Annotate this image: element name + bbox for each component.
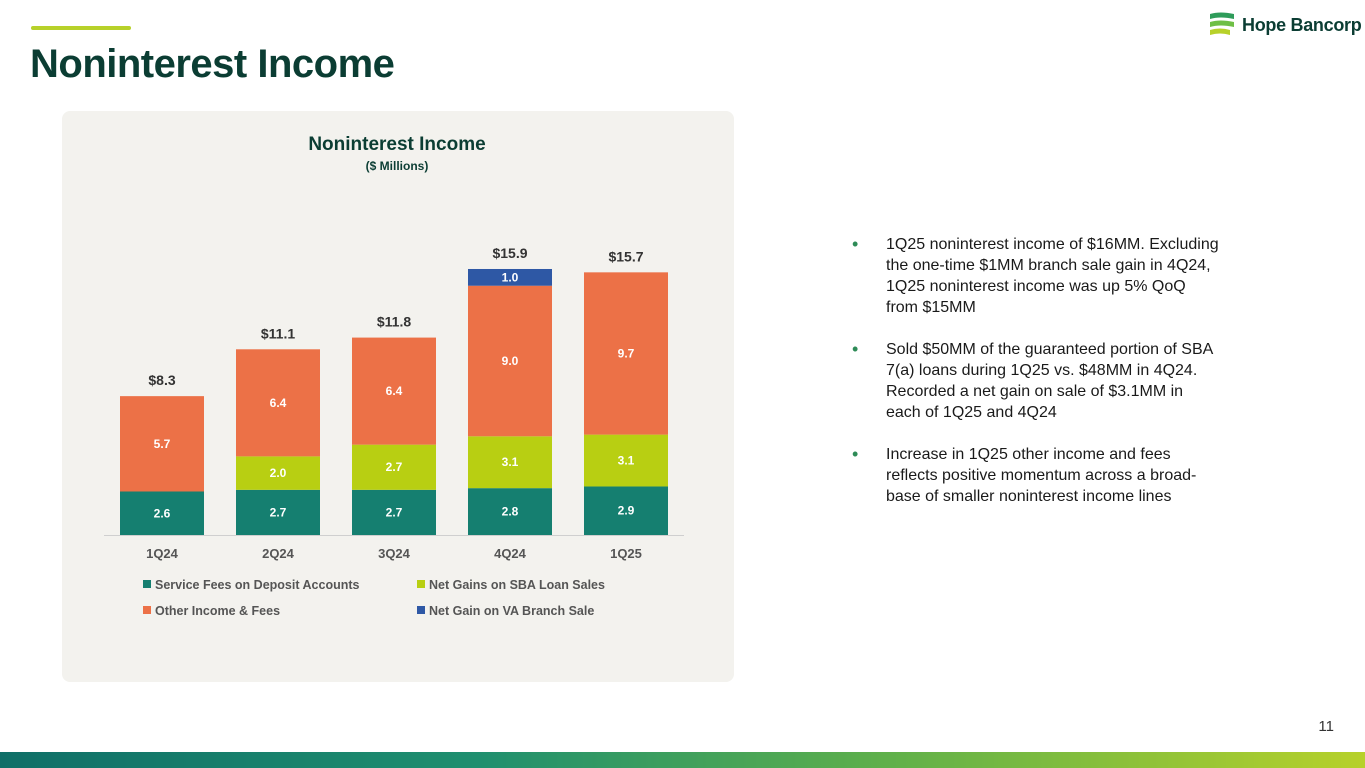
bar-data-label: 1.0 <box>502 270 519 284</box>
legend-label: Other Income & Fees <box>155 604 280 618</box>
legend-swatch <box>143 580 151 588</box>
bullet-item: • Sold $50MM of the guaranteed portion of… <box>852 339 1222 423</box>
legend-label: Service Fees on Deposit Accounts <box>155 578 360 592</box>
x-tick-label: 1Q24 <box>146 546 179 561</box>
bar-data-label: 3.1 <box>618 454 635 468</box>
bar-segment <box>584 434 668 487</box>
bar-segment <box>468 436 552 489</box>
bullet-dot-icon: • <box>852 444 859 464</box>
bar-data-label: 9.0 <box>502 354 519 368</box>
bar-total-label: $11.8 <box>377 314 411 330</box>
bar-data-label: 3.1 <box>502 455 519 469</box>
bullet-text: 1Q25 noninterest income of $16MM. Exclud… <box>886 236 1219 316</box>
x-tick-label: 1Q25 <box>610 546 642 561</box>
bar-data-label: 2.7 <box>386 505 403 519</box>
bar-segment <box>584 486 668 535</box>
bar-total-label: $11.1 <box>261 325 295 341</box>
bar-data-label: 2.8 <box>502 505 519 519</box>
logo-text: Hope Bancorp <box>1242 14 1362 35</box>
bar-segment <box>120 491 204 535</box>
bar-data-label: 2.7 <box>270 505 287 519</box>
legend-label: Net Gain on VA Branch Sale <box>429 604 594 618</box>
bullet-item: • Increase in 1Q25 other income and fees … <box>852 444 1222 507</box>
hope-bancorp-logo-icon <box>1210 12 1234 35</box>
bar-segment <box>236 456 320 490</box>
legend-swatch <box>417 606 425 614</box>
x-tick-label: 3Q24 <box>378 546 411 561</box>
bar-data-label: 2.0 <box>270 466 287 480</box>
bar-segment <box>468 488 552 535</box>
bullet-text: Sold $50MM of the guaranteed portion of … <box>886 341 1213 421</box>
bar-segment <box>352 489 436 535</box>
bullet-dot-icon: • <box>852 234 859 254</box>
bar-segment <box>352 337 436 445</box>
chart-card: Noninterest Income ($ Millions) 2.6 5.7 $8.3… <box>62 111 734 682</box>
bar-total-label: $8.3 <box>148 372 175 388</box>
page-title: Noninterest Income <box>30 42 395 86</box>
bar-data-label: 2.7 <box>386 460 403 474</box>
bullet-dot-icon: • <box>852 339 859 359</box>
bar-segment <box>120 396 204 492</box>
bar-total-label: $15.9 <box>492 245 527 261</box>
bar-segment <box>236 349 320 457</box>
bullet-item: • 1Q25 noninterest income of $16MM. Exclu… <box>852 234 1222 318</box>
bar-segment <box>468 285 552 437</box>
bar-data-label: 5.7 <box>154 437 171 451</box>
bullet-text: Increase in 1Q25 other income and fees r… <box>886 446 1197 505</box>
x-tick-label: 4Q24 <box>494 546 527 561</box>
bar-total-label: $15.7 <box>608 248 643 264</box>
noninterest-income-chart: Noninterest Income ($ Millions) 2.6 5.7 $8.3… <box>104 134 684 618</box>
chart-title: Noninterest Income <box>308 134 485 155</box>
bar-data-label: 6.4 <box>386 384 403 398</box>
legend-swatch <box>417 580 425 588</box>
legend-swatch <box>143 606 151 614</box>
bar-data-label: 6.4 <box>270 396 287 410</box>
chart-subtitle: ($ Millions) <box>366 159 429 173</box>
legend-label: Net Gains on SBA Loan Sales <box>429 578 605 592</box>
bar-data-label: 9.7 <box>618 346 635 360</box>
bar-data-label: 2.6 <box>154 506 171 520</box>
bullet-list: • 1Q25 noninterest income of $16MM. Exclu… <box>852 234 1222 528</box>
footer-gradient-bar <box>0 752 1365 768</box>
page-number: 11 <box>1318 718 1334 735</box>
bar-segment <box>584 272 668 435</box>
bar-segment <box>468 268 552 286</box>
company-logo: Hope Bancorp <box>1208 11 1362 39</box>
x-tick-label: 2Q24 <box>262 546 295 561</box>
bar-segment <box>352 444 436 490</box>
bar-segment <box>236 489 320 535</box>
bar-data-label: 2.9 <box>618 504 635 518</box>
title-accent-line <box>31 26 131 30</box>
